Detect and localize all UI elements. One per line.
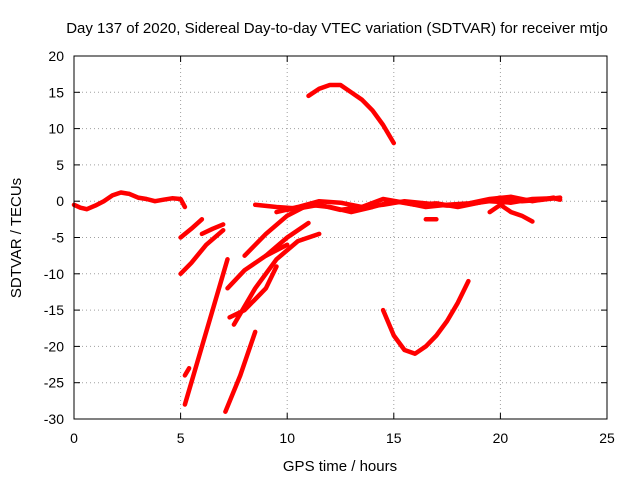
series-trace-8	[225, 242, 290, 291]
series-trace-3	[178, 227, 226, 277]
plot-frame	[73, 55, 608, 420]
data-traces	[71, 82, 563, 414]
x-tick-label: 25	[599, 430, 615, 446]
y-tick-label: 15	[48, 84, 64, 100]
series-trace-15	[284, 195, 563, 215]
x-axis-label: GPS time / hours	[283, 458, 397, 475]
grid	[74, 56, 607, 419]
series-trace-12	[263, 220, 311, 258]
y-tick-label: 5	[56, 157, 64, 173]
series-trace-17	[380, 278, 471, 356]
x-tick-label: 5	[177, 430, 185, 446]
series-trace-10	[231, 231, 322, 327]
series-trace-20	[487, 195, 514, 215]
y-tick-label: -10	[44, 266, 64, 282]
series-trace-9	[227, 264, 279, 320]
chart-title: Day 137 of 2020, Sidereal Day-to-day VTE…	[66, 20, 608, 37]
series-trace-6	[199, 222, 226, 237]
series-trace-7	[223, 329, 258, 414]
y-axis-label: SDTVAR / TECUs	[8, 178, 25, 298]
series-trace-5	[182, 365, 192, 378]
series-trace-2	[178, 217, 205, 240]
series-trace-1	[71, 190, 188, 212]
x-axis-ticks: 0 5 10 15 20 25	[70, 56, 615, 446]
y-tick-label: -20	[44, 338, 64, 354]
y-tick-label: 0	[56, 193, 64, 209]
y-tick-label: -30	[44, 411, 64, 427]
x-tick-label: 15	[386, 430, 402, 446]
y-tick-label: -15	[44, 302, 64, 318]
y-tick-label: -25	[44, 375, 64, 391]
series-trace-16	[306, 82, 397, 146]
x-tick-label: 10	[279, 430, 295, 446]
x-tick-label: 20	[493, 430, 509, 446]
y-tick-label: -5	[52, 230, 65, 246]
y-tick-label: 10	[48, 121, 64, 137]
series-trace-19	[498, 202, 535, 224]
y-axis-ticks: -30 -25 -20 -15 -10 -5 0 5 10 15 20	[44, 48, 607, 427]
y-tick-label: 20	[48, 48, 64, 64]
series-trace-4	[182, 257, 230, 407]
x-tick-label: 0	[70, 430, 78, 446]
